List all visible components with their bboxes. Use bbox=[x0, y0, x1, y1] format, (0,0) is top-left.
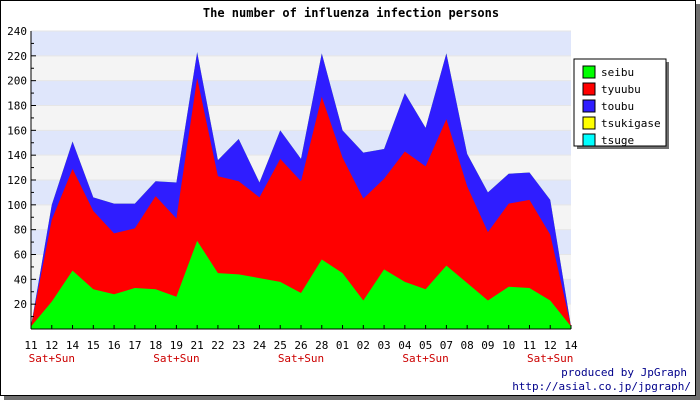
legend-swatch-tyuubu bbox=[582, 82, 596, 96]
x-tick-label: 22 bbox=[211, 339, 224, 352]
data-areas bbox=[31, 52, 571, 329]
y-tick-label: 240 bbox=[7, 25, 27, 38]
x-tick-label: 03 bbox=[377, 339, 390, 352]
legend-label-toubu: toubu bbox=[601, 100, 634, 113]
y-tick-labels: 20 40 60 80 100 120 140 160 180 200 220 240 bbox=[7, 25, 27, 311]
x-tick-label: 16 bbox=[107, 339, 120, 352]
legend-swatch-toubu bbox=[582, 99, 596, 113]
x-tick-label: 04 bbox=[398, 339, 412, 352]
x-tick-label: 05 bbox=[419, 339, 432, 352]
legend-swatch-seibu bbox=[582, 65, 596, 79]
x-tick-labels: 11 12 14 15 16 17 18 19 21 22 23 24 25 26 28 01 02 03 04 05… bbox=[24, 339, 578, 352]
x-tick-label: 11 bbox=[523, 339, 536, 352]
y-tick-label: 100 bbox=[7, 199, 27, 212]
y-tick-label: 80 bbox=[14, 224, 27, 237]
y-tick-label: 140 bbox=[7, 149, 27, 162]
footer-url: http://asial.co.jp/jpgraph/ bbox=[512, 380, 691, 393]
x-tick-label: 24 bbox=[253, 339, 267, 352]
legend: seibu tyuubu toubu tsukigase tsuge bbox=[573, 58, 669, 149]
x-tick-label: 15 bbox=[87, 339, 100, 352]
x-tick-label: 18 bbox=[149, 339, 162, 352]
y-tick-label: 20 bbox=[14, 298, 27, 311]
y-tick-label: 220 bbox=[7, 50, 27, 63]
weekend-annotation: Sat+Sun bbox=[29, 352, 75, 365]
chart-title: The number of influenza infection person… bbox=[203, 6, 499, 20]
x-tick-label: 01 bbox=[336, 339, 349, 352]
y-tick-label: 120 bbox=[7, 174, 27, 187]
influenza-area-chart: The number of influenza infection person… bbox=[7, 6, 691, 393]
weekend-annotation: Sat+Sun bbox=[278, 352, 324, 365]
x-tick-label: 12 bbox=[544, 339, 557, 352]
grid-band bbox=[31, 130, 571, 156]
legend-label-tsukigase: tsukigase bbox=[601, 117, 661, 130]
x-tick-label: 17 bbox=[128, 339, 141, 352]
x-tick-label: 14 bbox=[564, 339, 578, 352]
area-tyuubu bbox=[31, 78, 571, 329]
y-tick-label: 40 bbox=[14, 273, 27, 286]
x-tick-label: 23 bbox=[232, 339, 245, 352]
x-tick-label: 28 bbox=[315, 339, 328, 352]
x-annotations: Sat+Sun Sat+Sun Sat+Sun Sat+Sun Sat+Sun bbox=[29, 352, 574, 365]
axes bbox=[30, 31, 572, 330]
legend-label-tsuge: tsuge bbox=[601, 134, 634, 147]
x-tick-label: 08 bbox=[461, 339, 474, 352]
legend-label-tyuubu: tyuubu bbox=[601, 83, 641, 96]
grid-band bbox=[31, 80, 571, 106]
x-tick-label: 19 bbox=[170, 339, 183, 352]
x-tick-label: 02 bbox=[357, 339, 370, 352]
weekend-annotation: Sat+Sun bbox=[153, 352, 199, 365]
grid-band bbox=[31, 55, 571, 81]
area-seibu bbox=[31, 240, 571, 329]
weekend-annotation: Sat+Sun bbox=[527, 352, 573, 365]
legend-swatch-tsukigase bbox=[582, 116, 596, 130]
footer-credit: produced by JpGraph bbox=[561, 366, 687, 379]
legend-swatch-tsuge bbox=[582, 133, 596, 147]
x-tick-label: 10 bbox=[502, 339, 515, 352]
x-tick-label: 07 bbox=[440, 339, 453, 352]
grid-band bbox=[31, 31, 571, 56]
x-tick-label: 14 bbox=[66, 339, 80, 352]
y-tick-label: 60 bbox=[14, 249, 27, 262]
x-tick-label: 11 bbox=[24, 339, 37, 352]
x-tick-label: 26 bbox=[294, 339, 307, 352]
y-tick-label: 180 bbox=[7, 100, 27, 113]
legend-label-seibu: seibu bbox=[601, 66, 634, 79]
weekend-annotation: Sat+Sun bbox=[402, 352, 448, 365]
x-tick-label: 25 bbox=[274, 339, 287, 352]
grid-band bbox=[31, 105, 571, 131]
y-tick-label: 160 bbox=[7, 124, 27, 137]
x-tick-label: 09 bbox=[481, 339, 494, 352]
x-tick-label: 21 bbox=[191, 339, 204, 352]
x-tick-label: 12 bbox=[45, 339, 58, 352]
y-tick-label: 200 bbox=[7, 75, 27, 88]
